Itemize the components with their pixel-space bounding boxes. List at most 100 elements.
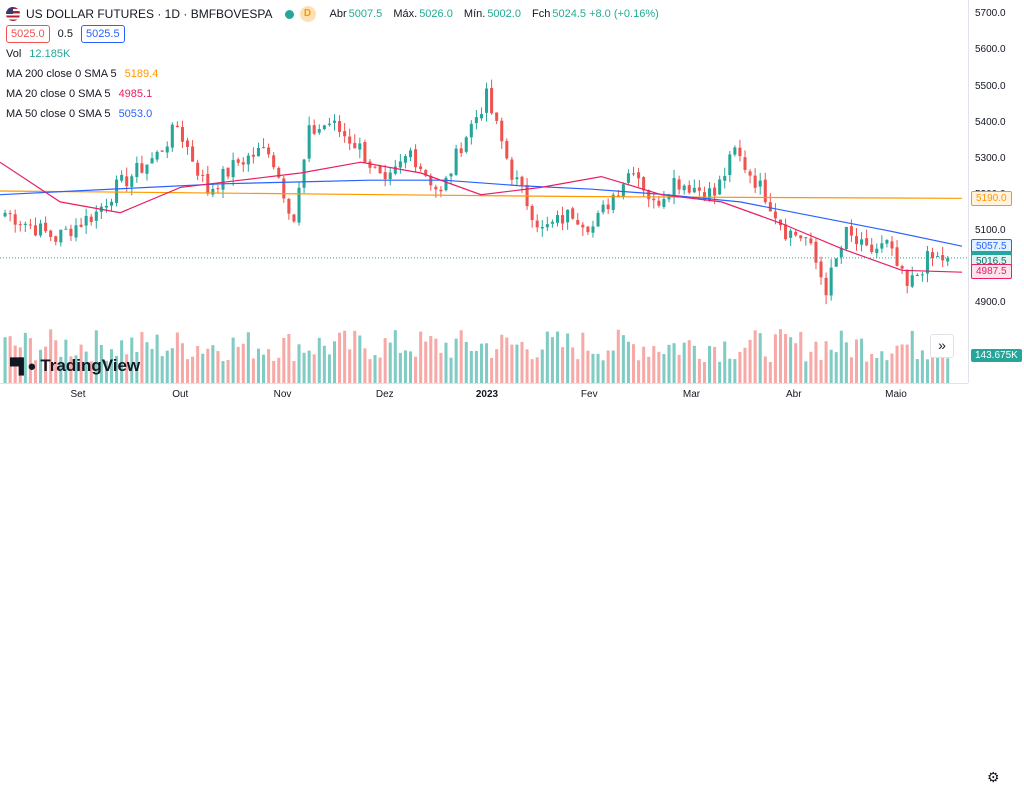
candle-body xyxy=(652,198,656,201)
volume-bar xyxy=(748,339,752,383)
candle-body xyxy=(743,157,747,170)
candle-body xyxy=(824,277,828,296)
ma200-line xyxy=(0,190,963,199)
volume-bar xyxy=(672,343,676,383)
indicator-ma50[interactable]: MA 50 close 0 SMA 5 5053.0 xyxy=(6,104,667,124)
volume-bar xyxy=(535,357,539,383)
candle-body xyxy=(566,209,570,223)
candle-body xyxy=(677,179,681,190)
volume-bar xyxy=(170,348,174,383)
symbol-title[interactable]: US DOLLAR FUTURES · 1D · BMFBOVESPA xyxy=(26,7,273,21)
buy-price-button[interactable]: 5025.5 xyxy=(80,25,125,43)
volume-bar xyxy=(576,359,580,383)
ohlc-values: Abr 5007.5 Máx. 5026.0 Mín. 5002.0 Fch 5024.… xyxy=(330,7,667,21)
candle-body xyxy=(130,176,134,187)
candle-body xyxy=(363,142,367,163)
volume-bar xyxy=(626,341,630,383)
volume-bar xyxy=(586,350,590,383)
candle-body xyxy=(317,129,321,133)
candle-body xyxy=(175,125,179,128)
volume-bar xyxy=(844,342,848,383)
candle-body xyxy=(69,228,73,237)
candle-body xyxy=(576,220,580,225)
ma50-line xyxy=(0,179,963,247)
indicator-label: MA 50 close 0 SMA 5 xyxy=(6,108,111,120)
candle-body xyxy=(408,150,413,158)
candle-body xyxy=(378,165,382,174)
volume-bar xyxy=(449,357,453,383)
candle-body xyxy=(388,172,392,180)
volume-bar xyxy=(778,329,783,383)
candle-body xyxy=(479,114,483,119)
candle-body xyxy=(373,166,377,168)
candle-body xyxy=(434,186,438,190)
volume-bar xyxy=(130,337,134,383)
volume-bar xyxy=(287,333,291,383)
volume-bar xyxy=(332,341,337,383)
volume-bar xyxy=(667,344,671,383)
candle-body xyxy=(140,163,144,173)
open-value: 5007.5 xyxy=(348,8,383,20)
delayed-badge[interactable]: D xyxy=(299,6,316,22)
volume-bar xyxy=(637,360,641,383)
volume-bar xyxy=(591,353,595,383)
time-tick-label: Dez xyxy=(375,389,394,400)
volume-bar xyxy=(267,349,271,383)
trade-row: 5025.0 0.5 5025.5 xyxy=(6,24,667,44)
chart-pane[interactable]: US DOLLAR FUTURES · 1D · BMFBOVESPA D Ab… xyxy=(0,0,968,383)
time-tick-label: Maio xyxy=(885,389,907,400)
scroll-to-realtime-button[interactable]: » xyxy=(930,334,954,358)
volume-bar xyxy=(839,330,843,383)
volume-bar xyxy=(135,351,139,383)
volume-bar xyxy=(713,346,717,383)
candle-body xyxy=(561,215,565,224)
candle-body xyxy=(915,275,919,277)
candle-body xyxy=(332,120,337,123)
indicator-value: 5189.4 xyxy=(124,68,159,80)
candle-body xyxy=(647,189,651,200)
settings-gear-icon[interactable]: ⚙ xyxy=(987,769,1000,785)
volume-bar xyxy=(33,360,37,383)
volume-bar xyxy=(834,352,838,383)
candle-body xyxy=(510,159,514,180)
sell-price-button[interactable]: 5025.0 xyxy=(6,25,50,43)
volume-bar xyxy=(196,346,200,383)
candle-body xyxy=(763,179,767,203)
volume-bar xyxy=(408,351,413,383)
candle-body xyxy=(23,223,27,225)
volume-bar xyxy=(621,335,625,383)
time-tick-label: Set xyxy=(70,389,86,400)
volume-bar xyxy=(500,334,504,383)
volume-bar xyxy=(910,330,914,383)
price-axis[interactable]: 5700.05600.05500.05400.05300.05200.05100… xyxy=(968,0,1024,383)
tradingview-logo-icon: ▀▌● xyxy=(10,357,36,375)
candle-body xyxy=(28,224,32,226)
volume-bar xyxy=(682,342,686,383)
candle-body xyxy=(854,236,859,245)
candle-body xyxy=(829,267,833,296)
indicator-ma200[interactable]: MA 200 close 0 SMA 5 5189.4 xyxy=(6,64,667,84)
volume-bar xyxy=(221,361,225,383)
volume-bar xyxy=(338,332,342,383)
candle-body xyxy=(256,147,260,157)
volume-bar xyxy=(206,348,210,383)
tradingview-logo[interactable]: ▀▌● TradingView xyxy=(10,356,140,376)
volume-bar xyxy=(282,337,286,383)
volume-bar xyxy=(414,356,418,383)
volume-bar xyxy=(697,358,701,383)
candle-body xyxy=(814,241,818,263)
indicator-vol[interactable]: Vol 12.185K xyxy=(6,44,667,64)
time-axis[interactable]: Set Out Nov Dez 2023 Fev Mar Abr Maio ⚙ xyxy=(0,383,1000,785)
candle-body xyxy=(682,185,686,191)
volume-bar xyxy=(768,361,772,383)
indicator-value: 4985.1 xyxy=(118,88,153,100)
volume-bar xyxy=(738,351,742,383)
candle-body xyxy=(358,143,362,150)
indicator-ma20[interactable]: MA 20 close 0 SMA 5 4985.1 xyxy=(6,84,667,104)
volume-bar xyxy=(23,332,27,383)
symbol-row: US DOLLAR FUTURES · 1D · BMFBOVESPA D Ab… xyxy=(6,4,667,24)
volume-bar xyxy=(343,330,347,383)
volume-bar xyxy=(28,338,32,383)
candle-body xyxy=(738,147,742,157)
candlestick-chart[interactable] xyxy=(0,0,968,383)
